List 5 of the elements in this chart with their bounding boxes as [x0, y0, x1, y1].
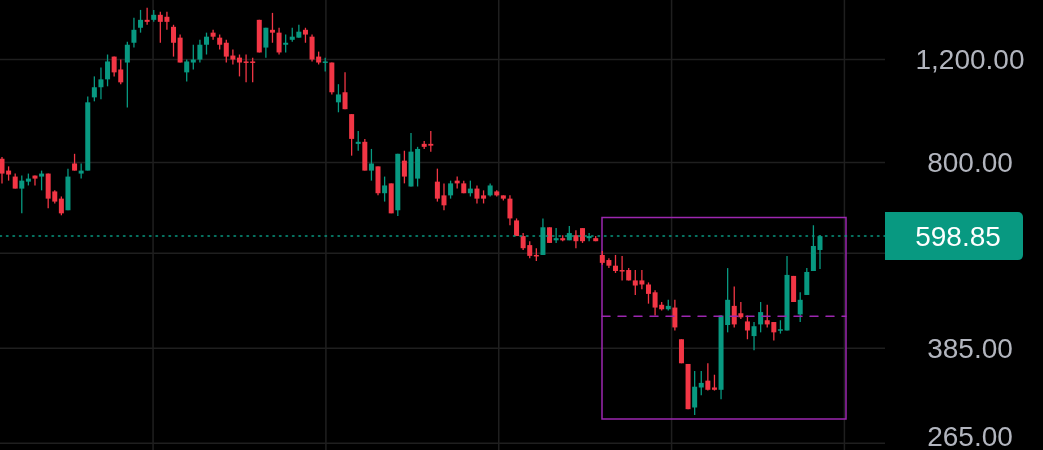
y-tick-label: 265.00	[927, 420, 1013, 450]
y-tick-label: 800.00	[927, 147, 1013, 179]
y-tick-label: 385.00	[927, 333, 1013, 365]
y-tick-label: 1,200.00	[915, 44, 1025, 76]
ref-line-label: 598.85	[915, 220, 1001, 252]
